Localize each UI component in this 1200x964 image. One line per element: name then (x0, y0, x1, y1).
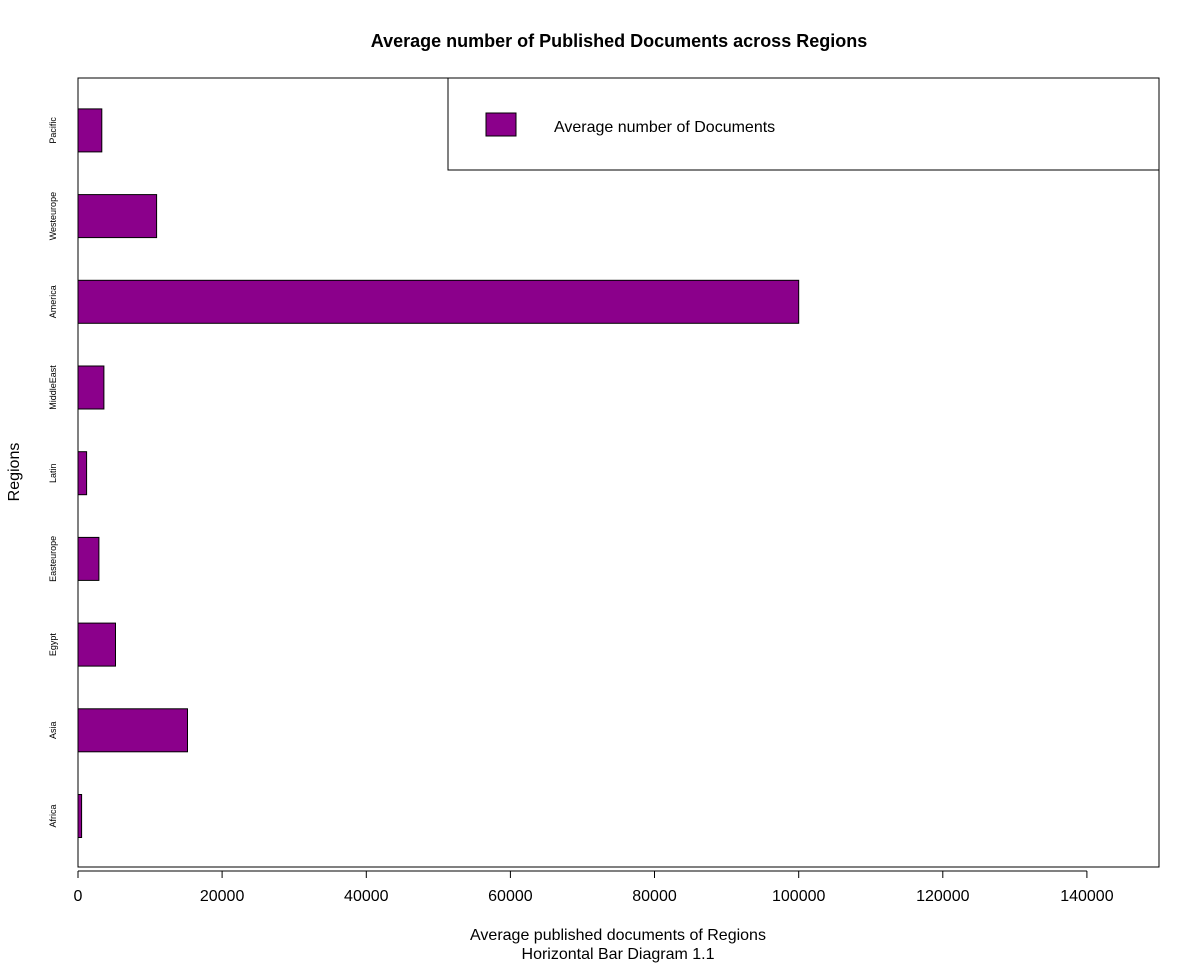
category-label-pacific: Pacific (48, 117, 58, 144)
bar-westeurope (77, 194, 158, 239)
category-label-asia: Asia (48, 722, 58, 740)
x-axis-label: Average published documents of Regions (470, 927, 766, 944)
x-tick-label: 80000 (632, 888, 677, 905)
category-label-middleeast: MiddleEast (48, 365, 58, 410)
bar-america (77, 279, 800, 324)
x-tick-label: 40000 (344, 888, 389, 905)
plot-frame (77, 77, 1160, 868)
bars-group (77, 108, 800, 838)
chart-subtitle: Horizontal Bar Diagram 1.1 (522, 946, 715, 963)
x-tick-label: 140000 (1060, 888, 1113, 905)
bar-middleeast (77, 365, 105, 410)
category-label-america: America (48, 285, 58, 318)
x-tick-label: 120000 (916, 888, 969, 905)
legend-box (447, 77, 1160, 171)
category-label-africa: Africa (48, 804, 58, 827)
bar-easteurope (77, 536, 100, 581)
bar-pacific (77, 108, 103, 153)
chart-title: Average number of Published Documents ac… (371, 31, 867, 51)
category-label-egypt: Egypt (48, 633, 58, 657)
bar-asia (77, 708, 188, 753)
x-tick-label: 20000 (200, 888, 245, 905)
bar-latin (77, 451, 88, 496)
bar-africa (77, 794, 83, 838)
legend: Average number of Documents (447, 77, 1160, 171)
x-ticks-group: 0 20000 40000 60000 80000 100000 120000 140000 (74, 871, 1114, 905)
y-axis-label: Regions (6, 443, 23, 502)
legend-swatch (485, 112, 517, 137)
x-tick-label: 0 (74, 888, 83, 905)
x-tick-label: 60000 (488, 888, 533, 905)
category-label-latin: Latin (48, 463, 58, 483)
legend-label: Average number of Documents (554, 119, 775, 136)
bar-egypt (77, 622, 116, 667)
category-label-easteurope: Easteurope (48, 536, 58, 582)
category-label-westeurope: Westeurope (48, 192, 58, 240)
x-tick-label: 100000 (772, 888, 825, 905)
category-labels-group: Africa Asia Egypt Easteurope Latin MiddleEast… (48, 117, 58, 828)
